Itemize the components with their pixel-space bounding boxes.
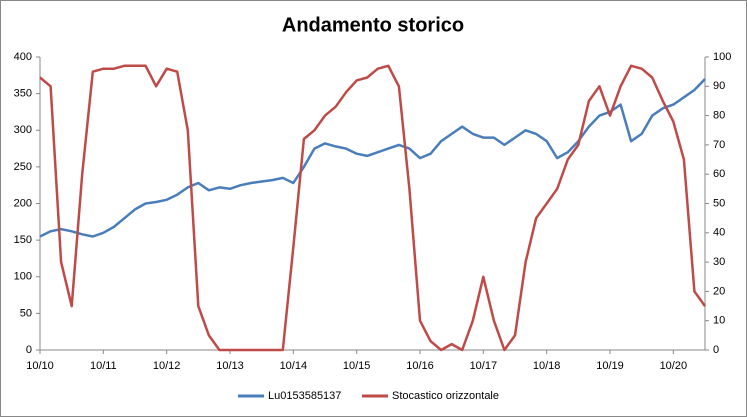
y-tick-label: 50 xyxy=(20,307,32,319)
x-tick-label: 10/18 xyxy=(533,360,561,372)
x-tick-label: 10/17 xyxy=(470,360,498,372)
legend-label: Lu0153585137 xyxy=(268,390,341,402)
x-tick-label: 10/12 xyxy=(153,360,181,372)
x-tick-label: 10/11 xyxy=(90,360,117,372)
x-tick-label: 10/20 xyxy=(660,360,688,372)
x-tick-label: 10/19 xyxy=(596,360,624,372)
x-tick-label: 10/10 xyxy=(26,360,54,372)
y-tick-label: 350 xyxy=(14,88,32,100)
y2-tick-label: 50 xyxy=(713,197,725,209)
chart-title: Andamento storico xyxy=(282,14,464,36)
x-tick-label: 10/13 xyxy=(216,360,244,372)
y-tick-label: 200 xyxy=(14,197,32,209)
series-line xyxy=(39,64,707,352)
y-tick-label: 250 xyxy=(14,161,32,173)
y2-tick-label: 20 xyxy=(713,285,725,297)
x-tick-label: 10/15 xyxy=(343,360,371,372)
series-line xyxy=(39,78,706,238)
y2-tick-label: 0 xyxy=(713,344,719,356)
y2-tick-label: 30 xyxy=(713,256,725,268)
y-tick-label: 100 xyxy=(14,271,32,283)
y2-tick-label: 40 xyxy=(713,227,725,239)
x-tick-label: 10/16 xyxy=(406,360,434,372)
y2-tick-label: 60 xyxy=(713,168,725,180)
y2-tick-label: 100 xyxy=(713,51,731,63)
y2-tick-label: 90 xyxy=(713,80,725,92)
x-tick-label: 10/14 xyxy=(280,360,308,372)
y-tick-label: 0 xyxy=(26,344,32,356)
y2-tick-label: 10 xyxy=(713,315,725,327)
y2-tick-label: 70 xyxy=(713,139,725,151)
y-tick-label: 300 xyxy=(14,124,32,136)
legend-label: Stocastico orizzontale xyxy=(392,390,499,402)
y-tick-label: 150 xyxy=(14,234,32,246)
y2-tick-label: 80 xyxy=(713,110,725,122)
y-tick-label: 400 xyxy=(14,51,32,63)
